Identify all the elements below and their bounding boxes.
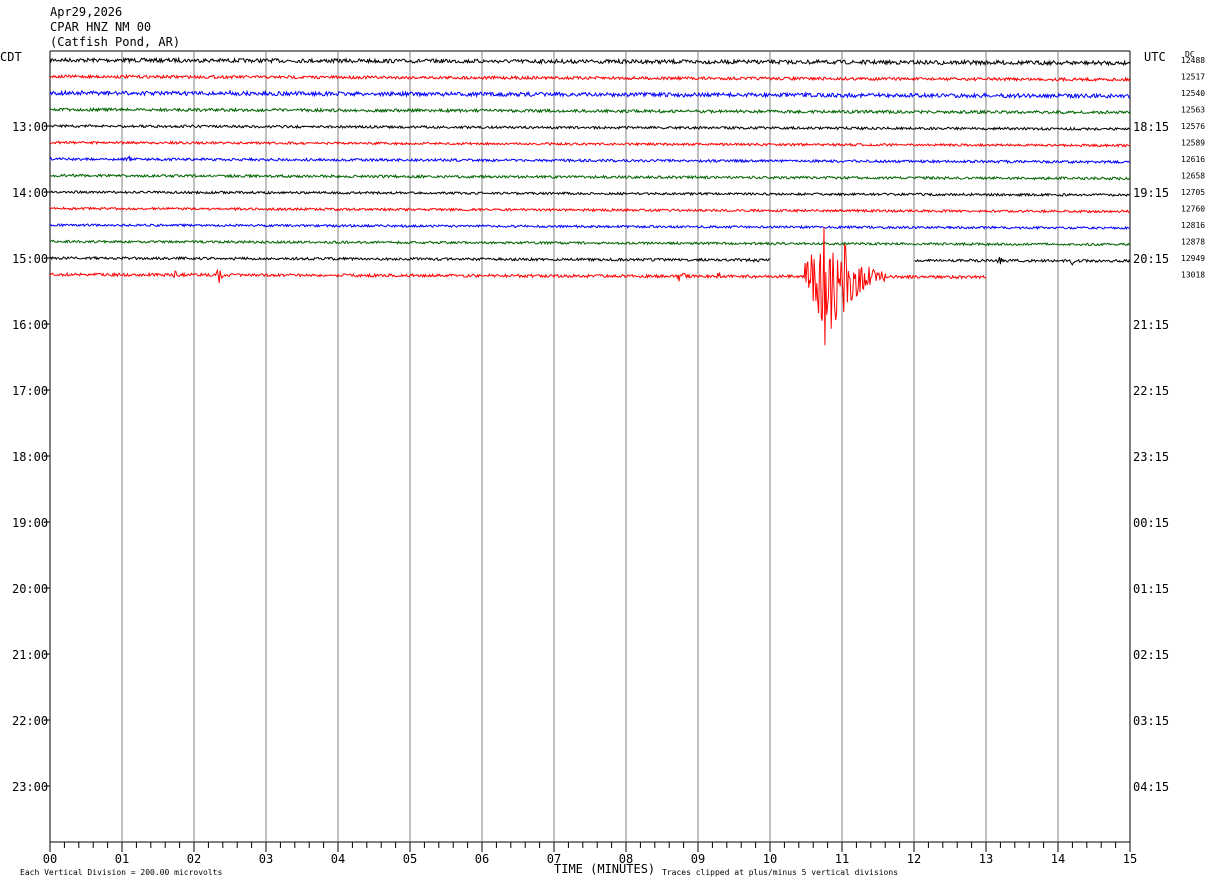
cdt-hour-label: 13:00 (12, 120, 48, 134)
x-tick-label: 09 (691, 852, 705, 866)
trace-line (49, 56, 1131, 67)
dc-offset-labels: 12488 12517 12540 12563 12576 12589 12616 12658… (1181, 56, 1205, 280)
dc-offset-label: 12576 (1181, 122, 1205, 131)
clip-note: Traces clipped at plus/minus 5 vertical … (662, 868, 898, 877)
utc-hour-label: 22:15 (1133, 384, 1169, 398)
trace-line (49, 140, 1131, 148)
x-tick-label: 03 (259, 852, 273, 866)
utc-hour-label: 19:15 (1133, 186, 1169, 200)
dc-offset-label: 12878 (1181, 238, 1205, 247)
cdt-hour-labels: 13:00 14:00 15:00 16:00 17:00 18:00 19:00 20:00… (12, 120, 50, 794)
x-tick-label: 02 (187, 852, 201, 866)
x-tick-label: 13 (979, 852, 993, 866)
trace-line (49, 190, 1131, 197)
cdt-hour-label: 18:00 (12, 450, 48, 464)
trace-line (49, 239, 1131, 247)
cdt-hour-label: 22:00 (12, 714, 48, 728)
dc-title: DC (1185, 50, 1195, 59)
dc-offset-label: 12589 (1181, 139, 1205, 148)
time-axis: 00 01 02 03 04 05 06 07 08 09 10 11 12 13 14 15 (43, 842, 1137, 866)
utc-hour-label: 04:15 (1133, 780, 1169, 794)
dc-offset-label: 12540 (1181, 89, 1205, 98)
x-tick-label: 15 (1123, 852, 1137, 866)
trace-line (49, 73, 1131, 83)
dc-offset-label: 12616 (1181, 155, 1205, 164)
location-label: (Catfish Pond, AR) (50, 35, 180, 49)
utc-hour-label: 18:15 (1133, 120, 1169, 134)
x-tick-label: 04 (331, 852, 345, 866)
dc-offset-label: 12517 (1181, 73, 1205, 82)
cdt-title: CDT (0, 50, 22, 64)
dc-offset-label: 12563 (1181, 106, 1205, 115)
cdt-hour-label: 16:00 (12, 318, 48, 332)
trace-line (49, 123, 1130, 132)
x-tick-label: 11 (835, 852, 849, 866)
utc-hour-label: 01:15 (1133, 582, 1169, 596)
x-tick-label: 10 (763, 852, 777, 866)
trace-line (49, 154, 1131, 165)
date-label: Apr29,2026 (50, 5, 122, 19)
cdt-hour-label: 19:00 (12, 516, 48, 530)
cdt-hour-label: 23:00 (12, 780, 48, 794)
utc-hour-label: 00:15 (1133, 516, 1169, 530)
trace-line (49, 227, 986, 346)
trace-line (49, 106, 1131, 116)
seismic-traces (49, 56, 1131, 346)
x-axis-title: TIME (MINUTES) (554, 862, 655, 876)
cdt-hour-label: 20:00 (12, 582, 48, 596)
x-tick-label: 01 (115, 852, 129, 866)
trace-line (49, 206, 1131, 214)
dc-offset-label: 12705 (1181, 188, 1205, 197)
dc-offset-label: 13018 (1181, 271, 1205, 280)
dc-offset-label: 12488 (1181, 56, 1205, 65)
dc-offset-label: 12658 (1181, 172, 1205, 181)
vertical-division-note: Each Vertical Division = 200.00 microvol… (20, 868, 222, 877)
trace-line (49, 255, 1131, 266)
x-tick-label: 00 (43, 852, 57, 866)
cdt-hour-label: 21:00 (12, 648, 48, 662)
utc-hour-label: 21:15 (1133, 318, 1169, 332)
cdt-hour-label: 15:00 (12, 252, 48, 266)
trace-line (49, 173, 1131, 181)
utc-title: UTC (1144, 50, 1166, 64)
utc-hour-label: 23:15 (1133, 450, 1169, 464)
utc-hour-label: 02:15 (1133, 648, 1169, 662)
trace-line (49, 89, 1131, 100)
station-label: CPAR HNZ NM 00 (50, 20, 151, 34)
utc-hour-label: 03:15 (1133, 714, 1169, 728)
grid-lines (49, 50, 1131, 843)
cdt-hour-label: 14:00 (12, 186, 48, 200)
x-tick-label: 06 (475, 852, 489, 866)
dc-offset-label: 12816 (1181, 221, 1205, 230)
dc-offset-label: 12760 (1181, 205, 1205, 214)
utc-hour-label: 20:15 (1133, 252, 1169, 266)
trace-line (49, 223, 1131, 231)
dc-offset-label: 12949 (1181, 254, 1205, 263)
cdt-hour-label: 17:00 (12, 384, 48, 398)
x-tick-label: 05 (403, 852, 417, 866)
x-tick-label: 12 (907, 852, 921, 866)
utc-hour-labels: 18:15 19:15 20:15 21:15 22:15 23:15 00:15 01:15… (1133, 120, 1169, 794)
x-tick-label: 07 (547, 852, 561, 866)
x-tick-label: 14 (1051, 852, 1065, 866)
x-tick-label: 08 (619, 852, 633, 866)
